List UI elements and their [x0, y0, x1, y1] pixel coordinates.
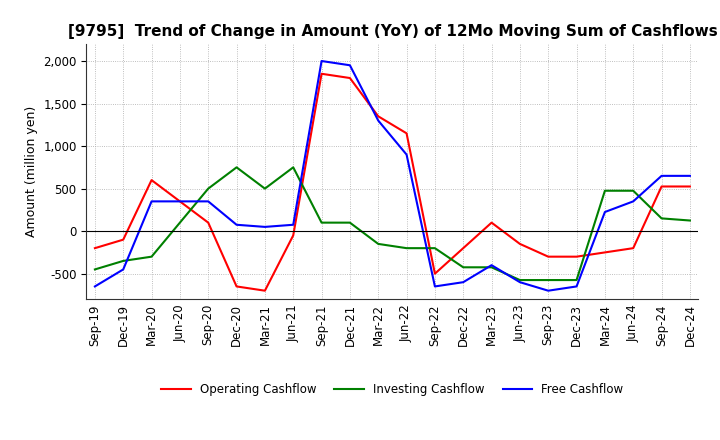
Investing Cashflow	[431, 246, 439, 251]
Operating Cashflow	[261, 288, 269, 293]
Investing Cashflow	[657, 216, 666, 221]
Investing Cashflow	[402, 246, 411, 251]
Operating Cashflow	[431, 271, 439, 276]
Investing Cashflow	[346, 220, 354, 225]
Investing Cashflow	[516, 278, 524, 283]
Free Cashflow	[600, 209, 609, 215]
Operating Cashflow	[572, 254, 581, 259]
Investing Cashflow	[600, 188, 609, 193]
Operating Cashflow	[402, 131, 411, 136]
Investing Cashflow	[261, 186, 269, 191]
Investing Cashflow	[176, 220, 184, 225]
Operating Cashflow	[657, 184, 666, 189]
Operating Cashflow	[91, 246, 99, 251]
Operating Cashflow	[176, 199, 184, 204]
Line: Investing Cashflow: Investing Cashflow	[95, 167, 690, 280]
Operating Cashflow	[374, 114, 382, 119]
Operating Cashflow	[600, 250, 609, 255]
Investing Cashflow	[204, 186, 212, 191]
Operating Cashflow	[318, 71, 326, 77]
Operating Cashflow	[629, 246, 637, 251]
Investing Cashflow	[374, 241, 382, 246]
Free Cashflow	[431, 284, 439, 289]
Free Cashflow	[233, 222, 241, 227]
Line: Free Cashflow: Free Cashflow	[95, 61, 690, 291]
Investing Cashflow	[572, 278, 581, 283]
Title: [9795]  Trend of Change in Amount (YoY) of 12Mo Moving Sum of Cashflows: [9795] Trend of Change in Amount (YoY) o…	[68, 24, 717, 39]
Free Cashflow	[516, 279, 524, 285]
Investing Cashflow	[233, 165, 241, 170]
Free Cashflow	[176, 199, 184, 204]
Operating Cashflow	[516, 241, 524, 246]
Free Cashflow	[346, 62, 354, 68]
Operating Cashflow	[204, 220, 212, 225]
Operating Cashflow	[685, 184, 694, 189]
Investing Cashflow	[459, 264, 467, 270]
Free Cashflow	[91, 284, 99, 289]
Free Cashflow	[402, 152, 411, 157]
Operating Cashflow	[487, 220, 496, 225]
Investing Cashflow	[487, 264, 496, 270]
Investing Cashflow	[289, 165, 297, 170]
Investing Cashflow	[544, 278, 552, 283]
Investing Cashflow	[119, 258, 127, 264]
Investing Cashflow	[148, 254, 156, 259]
Free Cashflow	[544, 288, 552, 293]
Y-axis label: Amount (million yen): Amount (million yen)	[24, 106, 37, 237]
Operating Cashflow	[544, 254, 552, 259]
Line: Operating Cashflow: Operating Cashflow	[95, 74, 690, 291]
Operating Cashflow	[233, 284, 241, 289]
Free Cashflow	[374, 118, 382, 123]
Investing Cashflow	[629, 188, 637, 193]
Legend: Operating Cashflow, Investing Cashflow, Free Cashflow: Operating Cashflow, Investing Cashflow, …	[156, 378, 629, 400]
Free Cashflow	[685, 173, 694, 179]
Free Cashflow	[459, 279, 467, 285]
Operating Cashflow	[148, 177, 156, 183]
Free Cashflow	[629, 199, 637, 204]
Investing Cashflow	[685, 218, 694, 223]
Free Cashflow	[487, 263, 496, 268]
Free Cashflow	[119, 267, 127, 272]
Operating Cashflow	[289, 233, 297, 238]
Free Cashflow	[289, 222, 297, 227]
Operating Cashflow	[119, 237, 127, 242]
Free Cashflow	[148, 199, 156, 204]
Free Cashflow	[572, 284, 581, 289]
Free Cashflow	[261, 224, 269, 230]
Free Cashflow	[204, 199, 212, 204]
Operating Cashflow	[459, 246, 467, 251]
Free Cashflow	[657, 173, 666, 179]
Investing Cashflow	[91, 267, 99, 272]
Free Cashflow	[318, 59, 326, 64]
Investing Cashflow	[318, 220, 326, 225]
Operating Cashflow	[346, 75, 354, 81]
